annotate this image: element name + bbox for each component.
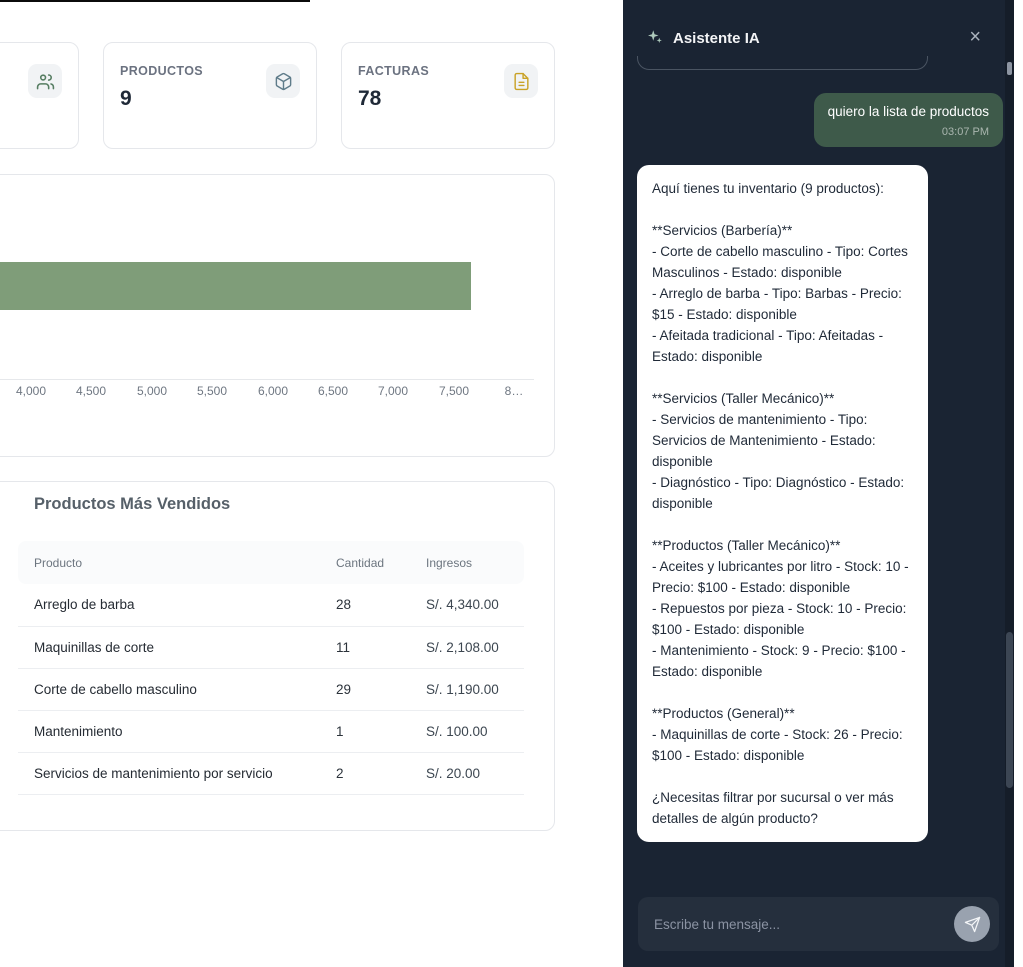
cell-ingresos: S/. 4,340.00 [426, 584, 524, 627]
cell-cantidad: 1 [336, 710, 426, 753]
message-input[interactable] [638, 897, 999, 951]
table-row: Servicios de mantenimiento por servicio … [18, 752, 524, 795]
x-tick: 5,000 [136, 384, 168, 398]
cell-ingresos: S/. 2,108.00 [426, 626, 524, 669]
col-header-ingresos: Ingresos [426, 541, 524, 584]
assistant-header: Asistente IA × [623, 0, 1005, 56]
user-message-text: quiero la lista de productos [827, 104, 989, 119]
cell-cantidad: 28 [336, 584, 426, 627]
table-row: Mantenimiento 1 S/. 100.00 [18, 710, 524, 753]
assistant-message-text: Aquí tienes tu inventario (9 productos):… [652, 181, 909, 826]
assistant-message-bubble: Aquí tienes tu inventario (9 productos):… [637, 165, 928, 842]
x-tick: 6,000 [257, 384, 289, 398]
table-header-row: Producto Cantidad Ingresos [18, 541, 524, 584]
x-tick: 8… [504, 384, 524, 398]
x-tick: 4,000 [15, 384, 47, 398]
send-button[interactable] [954, 906, 990, 942]
x-tick: 4,500 [75, 384, 107, 398]
table-row: Maquinillas de corte 11 S/. 2,108.00 [18, 626, 524, 669]
stat-card-facturas: FACTURAS 78 [341, 42, 555, 149]
cell-ingresos: S/. 100.00 [426, 710, 524, 753]
scrollbar-thumb[interactable] [1006, 632, 1013, 788]
scrollbar-top-mark [1007, 62, 1012, 75]
cell-cantidad: 2 [336, 752, 426, 795]
cell-producto: Arreglo de barba [18, 584, 336, 627]
stat-value: 78 [358, 87, 382, 110]
user-message-bubble: quiero la lista de productos 03:07 PM [813, 93, 1003, 147]
message-timestamp: 03:07 PM [941, 126, 989, 138]
cell-ingresos: S/. 1,190.00 [426, 668, 524, 711]
table-row: Corte de cabello masculino 29 S/. 1,190.… [18, 668, 524, 711]
send-icon [964, 916, 980, 932]
chat-message-list[interactable]: quiero la lista de productos 03:07 PM Aq… [623, 56, 1005, 881]
stat-card-clients [0, 42, 79, 149]
top-products-table: Producto Cantidad Ingresos Arreglo de ba… [18, 541, 524, 795]
chart-bar [0, 262, 471, 310]
cell-ingresos: S/. 20.00 [426, 752, 524, 795]
cell-cantidad: 29 [336, 668, 426, 711]
cell-cantidad: 11 [336, 626, 426, 669]
cell-producto: Servicios de mantenimiento por servicio [18, 752, 336, 795]
cell-producto: Mantenimiento [18, 710, 336, 753]
sparkles-icon [648, 30, 662, 43]
stat-label: FACTURAS [358, 64, 430, 78]
x-tick: 7,500 [438, 384, 470, 398]
assistant-title: Asistente IA [673, 30, 760, 47]
panel-scrollbar[interactable] [1005, 0, 1014, 967]
col-header-producto: Producto [18, 541, 336, 584]
chart-x-axis [0, 379, 534, 380]
sales-bar-chart-card: 4,000 4,500 5,000 5,500 6,000 6,500 7,00… [0, 174, 555, 457]
table-row: Arreglo de barba 28 S/. 4,340.00 [18, 584, 524, 627]
x-tick: 6,500 [317, 384, 349, 398]
cell-producto: Corte de cabello masculino [18, 668, 336, 711]
package-icon [266, 64, 300, 98]
x-tick: 5,500 [196, 384, 228, 398]
top-products-card: Productos Más Vendidos Producto Cantidad… [0, 481, 555, 831]
clipped-previous-message-bubble [637, 56, 928, 70]
stat-value: 9 [120, 87, 132, 110]
invoice-icon [504, 64, 538, 98]
ai-assistant-panel: Asistente IA × quiero la lista de produc… [623, 0, 1014, 967]
message-input-container [638, 897, 999, 951]
x-tick: 7,000 [377, 384, 409, 398]
users-icon [28, 64, 62, 98]
stat-label: PRODUCTOS [120, 64, 204, 78]
top-divider [0, 0, 310, 2]
col-header-cantidad: Cantidad [336, 541, 426, 584]
top-products-title: Productos Más Vendidos [34, 495, 231, 513]
close-icon[interactable]: × [969, 26, 981, 48]
cell-producto: Maquinillas de corte [18, 626, 336, 669]
stat-card-productos: PRODUCTOS 9 [103, 42, 317, 149]
